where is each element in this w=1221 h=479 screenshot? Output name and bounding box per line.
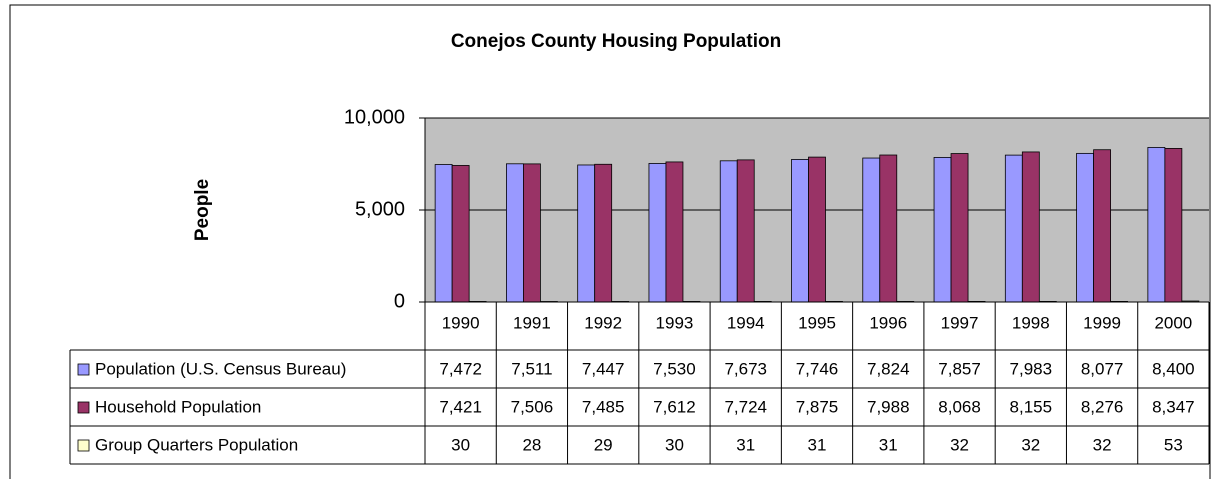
table-value: 31 — [736, 435, 755, 454]
bar — [1004, 154, 1023, 303]
table-value: 32 — [1093, 435, 1112, 454]
table-value: 8,068 — [938, 397, 981, 416]
table-value: 31 — [879, 435, 898, 454]
table-value: 29 — [594, 435, 613, 454]
bar — [648, 163, 667, 303]
table-value: 7,511 — [511, 359, 552, 378]
bar — [879, 154, 898, 303]
y-axis-label: People — [192, 179, 213, 241]
bar — [523, 163, 541, 303]
bar — [506, 163, 524, 303]
table-value: 7,875 — [796, 397, 839, 416]
table-value: 8,400 — [1152, 359, 1195, 378]
bar — [1021, 151, 1040, 303]
table-value: 7,530 — [653, 359, 696, 378]
chart-title: Conejos County Housing Population — [451, 31, 781, 52]
bar — [950, 153, 969, 303]
bar — [791, 159, 809, 303]
table-value: 7,857 — [938, 359, 981, 378]
bar — [451, 165, 470, 303]
legend-label: Group Quarters Population — [95, 435, 298, 454]
table-value: 31 — [808, 435, 827, 454]
bar — [1147, 147, 1166, 303]
table-value: 7,485 — [582, 397, 625, 416]
x-tick-label: 1993 — [656, 313, 694, 332]
x-tick-label: 1990 — [442, 313, 480, 332]
table-value: 7,746 — [796, 359, 839, 378]
x-tick-label: 2000 — [1154, 313, 1192, 332]
legend-key — [77, 401, 90, 414]
y-tick-label: 0 — [394, 290, 405, 312]
bar — [736, 159, 755, 303]
y-tick-label: 5,000 — [355, 198, 405, 220]
bar — [719, 160, 738, 303]
legend-key — [77, 363, 90, 376]
table-value: 32 — [950, 435, 969, 454]
x-tick-label: 1998 — [1012, 313, 1050, 332]
table-value: 7,472 — [439, 359, 482, 378]
bar — [1164, 148, 1183, 303]
legend-label: Household Population — [95, 397, 261, 416]
x-tick-label: 1992 — [584, 313, 622, 332]
bar — [1093, 149, 1111, 303]
table-value: 32 — [1021, 435, 1040, 454]
table-value: 7,421 — [439, 397, 482, 416]
bar — [434, 164, 453, 303]
table-value: 7,506 — [511, 397, 554, 416]
x-tick-label: 1991 — [513, 313, 551, 332]
bar — [1076, 152, 1094, 303]
table-value: 7,673 — [724, 359, 767, 378]
legend-label: Population (U.S. Census Bureau) — [95, 359, 346, 378]
bar — [665, 161, 684, 303]
bar — [862, 157, 881, 303]
table-value: 7,983 — [1010, 359, 1053, 378]
table-value: 7,612 — [653, 397, 696, 416]
x-tick-label: 1996 — [869, 313, 907, 332]
table-value: 30 — [665, 435, 684, 454]
x-tick-label: 1999 — [1083, 313, 1121, 332]
table-value: 53 — [1164, 435, 1183, 454]
y-tick-label: 10,000 — [344, 106, 405, 128]
table-value: 7,988 — [867, 397, 910, 416]
bar — [808, 156, 826, 303]
bar — [577, 164, 596, 303]
table-value: 8,077 — [1081, 359, 1124, 378]
table-value: 7,447 — [582, 359, 625, 378]
table-value: 7,724 — [724, 397, 767, 416]
table-value: 28 — [522, 435, 541, 454]
table-value: 8,276 — [1081, 397, 1124, 416]
table-value: 30 — [451, 435, 470, 454]
bar — [933, 157, 952, 303]
bar — [594, 163, 613, 303]
table-value: 7,824 — [867, 359, 910, 378]
table-value: 8,155 — [1010, 397, 1053, 416]
x-tick-label: 1997 — [941, 313, 979, 332]
table-value: 8,347 — [1152, 397, 1195, 416]
legend-key — [77, 439, 90, 452]
x-tick-label: 1994 — [727, 313, 765, 332]
x-tick-label: 1995 — [798, 313, 836, 332]
